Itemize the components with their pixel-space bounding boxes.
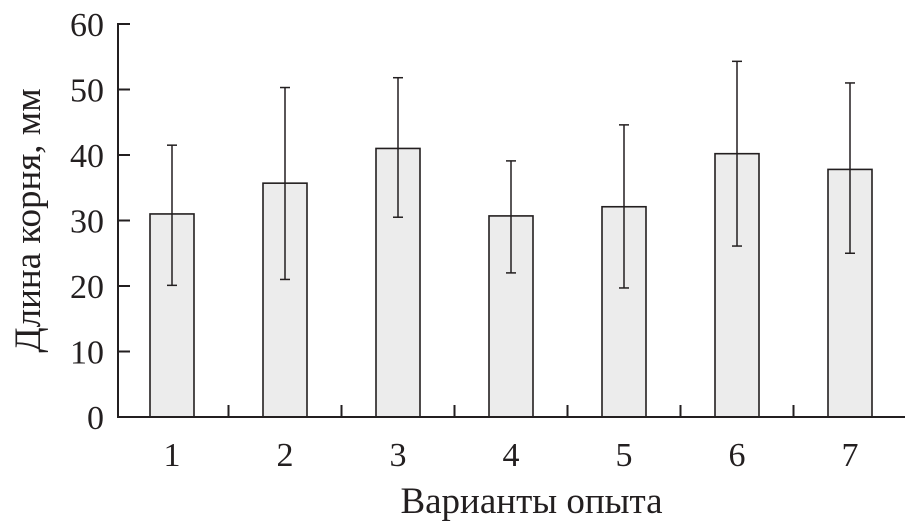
y-tick-label: 50 xyxy=(70,73,104,110)
x-tick-label: 6 xyxy=(729,437,746,474)
x-tick-label: 4 xyxy=(503,437,520,474)
y-tick-label: 60 xyxy=(70,7,104,44)
x-tick-label: 2 xyxy=(277,437,294,474)
y-axis-ticks: 0 10 20 30 40 50 60 xyxy=(70,7,130,437)
y-tick-label: 0 xyxy=(87,400,104,437)
y-tick-label: 20 xyxy=(70,269,104,306)
y-tick-label: 40 xyxy=(70,138,104,175)
x-tick-label: 3 xyxy=(390,437,407,474)
y-axis-title: Длина корня, мм xyxy=(8,88,49,352)
error-bar xyxy=(619,124,629,289)
y-tick-label: 30 xyxy=(70,204,104,241)
y-tick-label: 10 xyxy=(70,335,104,372)
x-tick-label: 5 xyxy=(616,437,633,474)
error-bar xyxy=(280,86,290,281)
error-bar xyxy=(393,76,403,218)
error-bars xyxy=(167,60,855,289)
error-bar xyxy=(167,144,177,287)
x-tick-label: 7 xyxy=(842,437,859,474)
x-axis-title: Варианты опыта xyxy=(400,481,662,522)
x-axis-ticks: 1 2 3 4 5 6 7 xyxy=(164,405,859,474)
error-bar xyxy=(506,160,516,274)
x-tick-label: 1 xyxy=(164,437,181,474)
error-bar xyxy=(845,82,855,254)
error-bar xyxy=(732,60,742,247)
